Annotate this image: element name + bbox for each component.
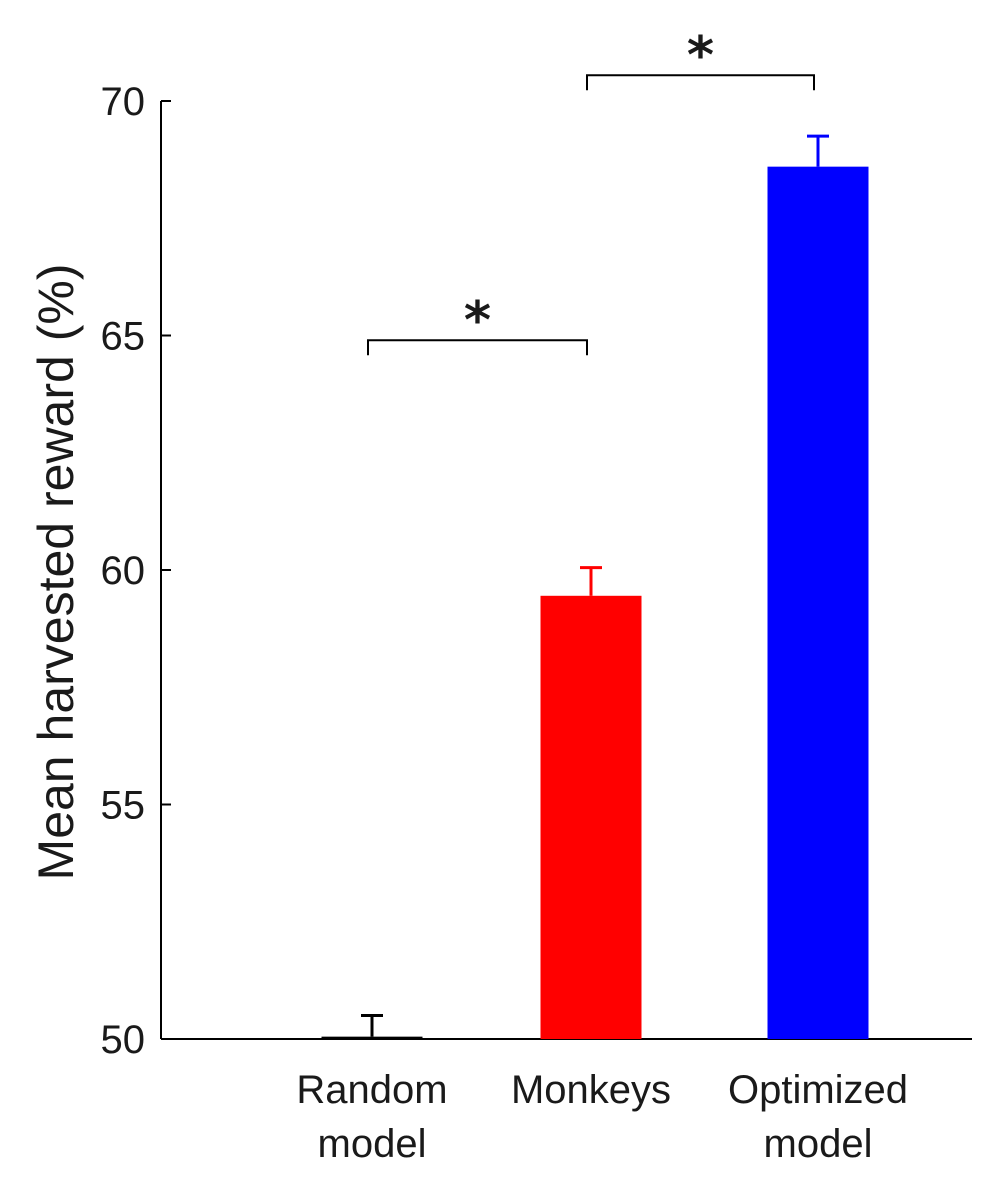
y-tick-label-3: 65 (101, 315, 146, 359)
significance-bracket-1 (586, 74, 815, 91)
bars (321, 166, 869, 1039)
bar-2 (767, 166, 869, 1039)
bar-0 (321, 1036, 423, 1039)
x-tick-label-1: Monkeys (511, 1068, 671, 1112)
x-tick-label-0: Random model (296, 1068, 447, 1166)
significance-bracket-0 (367, 339, 588, 356)
y-tick-label-2: 60 (101, 549, 146, 593)
y-tick-label-0: 50 (101, 1018, 146, 1062)
y-tick-label-4: 70 (101, 80, 146, 124)
y-ticks: 50 55 60 65 70 (101, 80, 171, 1062)
significance-star-1: * (687, 26, 714, 86)
x-tick-labels: Random model Monkeys Optimized model (296, 1068, 908, 1166)
significance-star-0: * (464, 291, 491, 351)
y-tick-label-1: 55 (101, 784, 146, 828)
y-axis-title: Mean harvested reward (%) (28, 264, 84, 881)
x-tick-label-2: Optimized model (728, 1068, 908, 1166)
bar-1 (540, 595, 642, 1039)
significance-annotations: ** (367, 26, 815, 356)
error-bars (361, 134, 829, 1037)
